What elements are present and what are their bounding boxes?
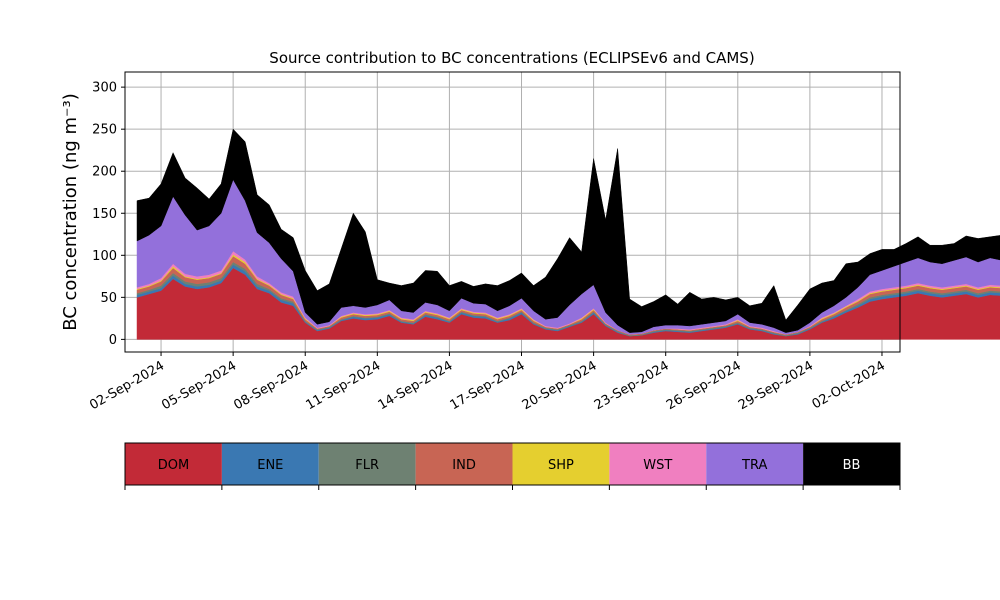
plot-frame xyxy=(124,71,901,353)
y-tick-label: 100 xyxy=(92,249,117,264)
colorbar-legend: DOM ENE FLR IND SHP WST TRA BB xyxy=(124,442,901,490)
legend-label-tra: TRA xyxy=(741,458,767,473)
legend-label-wst: WST xyxy=(643,458,672,473)
legend-label-ene: ENE xyxy=(257,458,283,473)
y-axis: 0 50 100 150 200 250 300 xyxy=(92,81,125,348)
y-tick-label: 150 xyxy=(92,207,117,222)
chart-title: Source contribution to BC concentrations… xyxy=(269,49,754,67)
x-tick-label: 02-Sep-2024 xyxy=(87,358,167,413)
legend-swatch-bb xyxy=(803,443,900,485)
x-tick-label: 11-Sep-2024 xyxy=(303,358,383,413)
y-axis-label: BC concentration (ng m⁻³) xyxy=(60,93,81,331)
legend-swatch-tra xyxy=(706,443,804,485)
legend-swatch-wst xyxy=(609,443,707,485)
legend-swatch-ind xyxy=(415,443,513,485)
y-tick-label: 300 xyxy=(92,81,117,96)
legend-label-bb: BB xyxy=(843,458,861,473)
x-tick-label: 26-Sep-2024 xyxy=(664,358,744,413)
stacked-areas xyxy=(136,128,1000,340)
x-tick-label: 17-Sep-2024 xyxy=(448,358,528,413)
x-tick-label: 29-Sep-2024 xyxy=(736,358,816,413)
x-tick-label: 20-Sep-2024 xyxy=(520,358,600,413)
area-bb xyxy=(136,128,1000,333)
legend-label-flr: FLR xyxy=(355,458,379,473)
legend-label-ind: IND xyxy=(452,458,476,473)
x-axis: 02-Sep-202405-Sep-202408-Sep-202411-Sep-… xyxy=(87,352,888,413)
x-tick-label: 05-Sep-2024 xyxy=(159,358,239,413)
legend-label-shp: SHP xyxy=(548,458,574,473)
x-tick-label: 23-Sep-2024 xyxy=(592,358,672,413)
legend-swatch-flr xyxy=(318,443,416,485)
y-tick-label: 250 xyxy=(92,123,117,138)
y-tick-label: 200 xyxy=(92,165,117,180)
legend-swatch-dom xyxy=(125,443,222,485)
legend-label-dom: DOM xyxy=(158,458,189,473)
y-tick-label: 0 xyxy=(109,333,117,348)
x-tick-label: 08-Sep-2024 xyxy=(231,358,311,413)
legend-swatch-shp xyxy=(512,443,610,485)
x-tick-label: 02-Oct-2024 xyxy=(810,358,888,412)
y-tick-label: 50 xyxy=(100,291,117,306)
x-tick-label: 14-Sep-2024 xyxy=(376,358,456,413)
legend-swatch-ene xyxy=(221,443,319,485)
